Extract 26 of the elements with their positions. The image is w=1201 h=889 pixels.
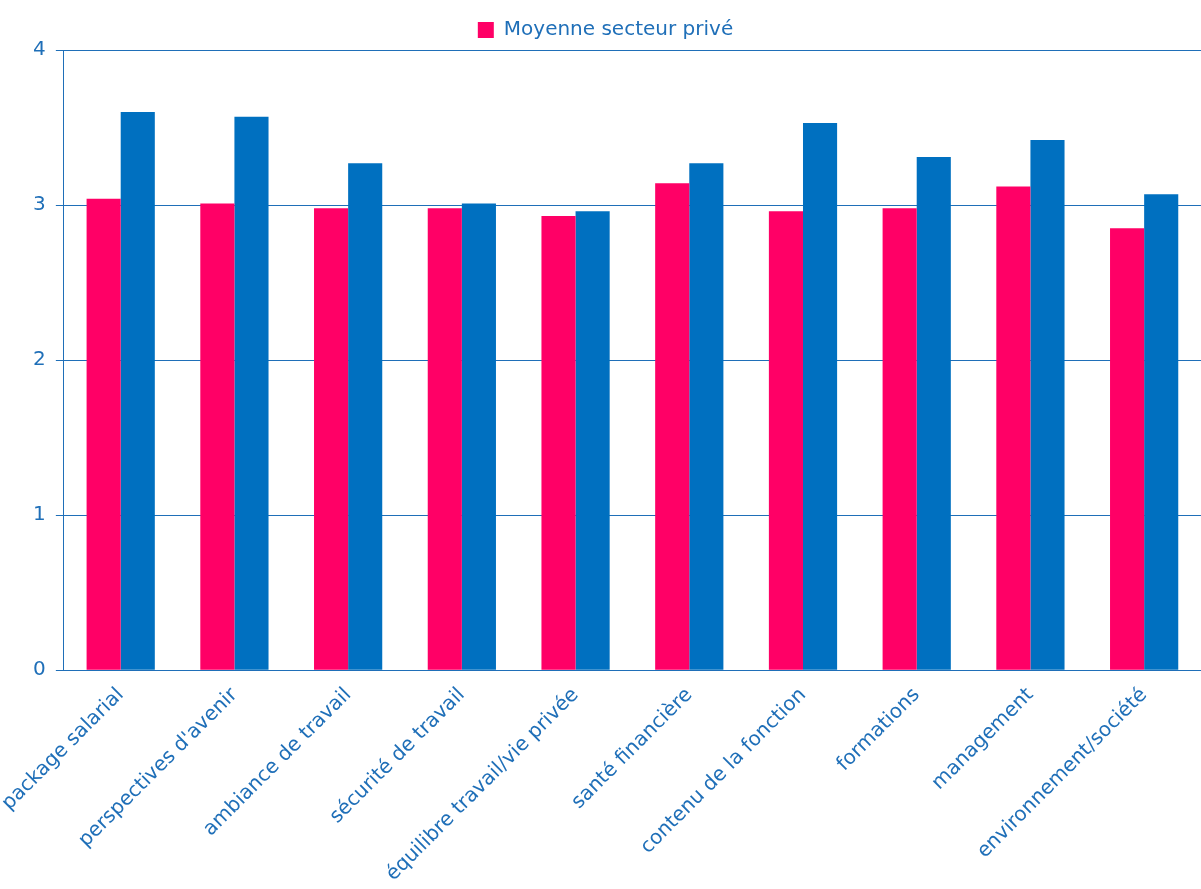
y-tick-label: 4 bbox=[33, 36, 46, 61]
bar bbox=[882, 208, 917, 670]
bar bbox=[996, 186, 1031, 670]
bar bbox=[120, 112, 155, 670]
y-tick-label: 1 bbox=[33, 501, 46, 526]
bar bbox=[86, 198, 121, 670]
bar bbox=[768, 211, 803, 670]
bar bbox=[655, 183, 690, 670]
bar bbox=[200, 203, 235, 670]
bar bbox=[461, 203, 496, 670]
y-tick-label: 2 bbox=[33, 346, 46, 371]
bar bbox=[689, 163, 724, 670]
bar bbox=[541, 215, 576, 670]
y-tick-label: 0 bbox=[33, 656, 46, 681]
legend-label: Moyenne secteur privé bbox=[503, 16, 734, 41]
bar bbox=[348, 163, 383, 670]
bar bbox=[1144, 194, 1179, 670]
bar bbox=[427, 208, 462, 670]
bar bbox=[234, 116, 269, 670]
bar bbox=[314, 208, 349, 670]
bar bbox=[916, 156, 951, 670]
bar bbox=[1110, 228, 1145, 670]
bar bbox=[803, 122, 838, 670]
bar bbox=[575, 211, 610, 670]
y-tick-label: 3 bbox=[33, 191, 46, 216]
bar bbox=[1030, 139, 1065, 670]
